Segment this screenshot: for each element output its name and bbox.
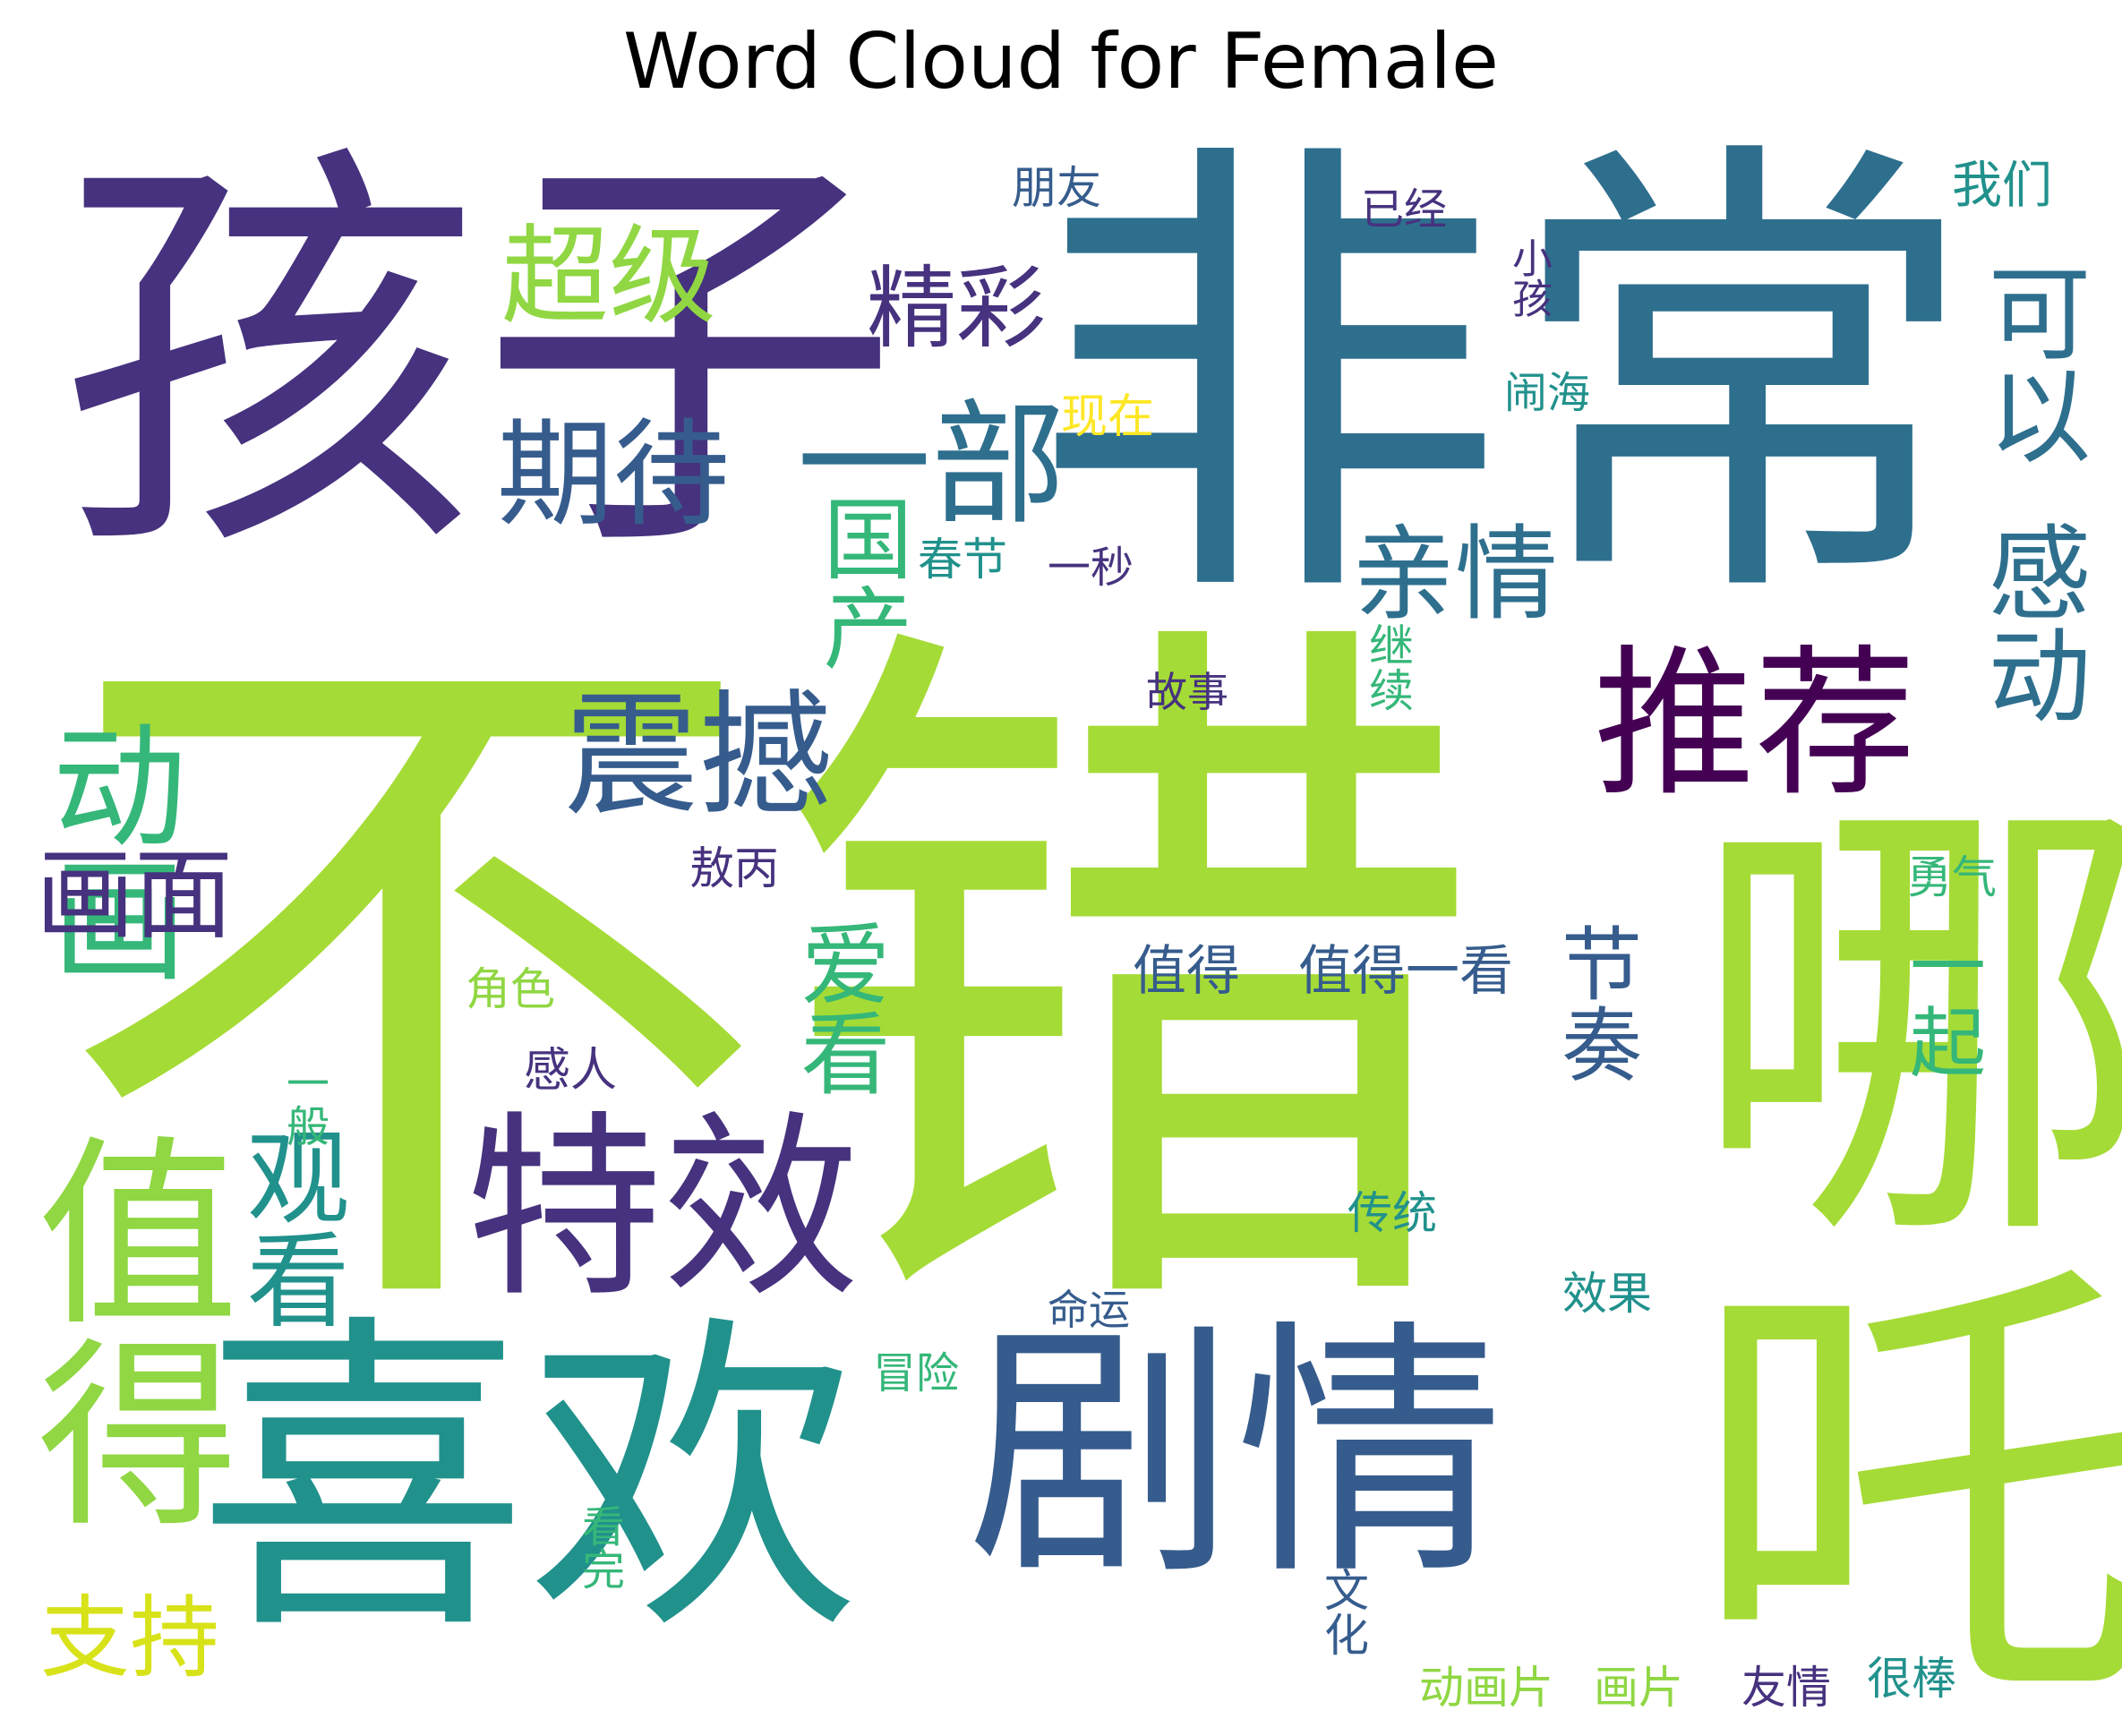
word-wen-hua: 文化 <box>1317 1567 1369 1656</box>
word-ao-bing: 敖丙 <box>689 842 779 894</box>
word-yi-bu: 一部 <box>797 388 1066 543</box>
word-chuan-tong: 传统 <box>1348 1187 1437 1239</box>
word-gan-dong: 感动 <box>1971 519 2091 725</box>
word-zhi-de-small: 值得 <box>1133 940 1240 1003</box>
word-yi-jing: 已经 <box>1361 184 1448 235</box>
word-zhi-de-yi-kan: 值得一看 <box>1298 940 1513 1003</box>
word-yi-miao: 一秒 <box>1048 543 1134 593</box>
word-jue-se: 角色 <box>466 963 555 1015</box>
word-gu-shi: 故事 <box>1146 668 1228 716</box>
word-qin-qing: 亲情 <box>1352 515 1559 635</box>
word-yi-qi: 一起 <box>1896 927 1985 1079</box>
word-zhen-han: 震撼 <box>564 679 834 834</box>
word-guo-chan: 国产 <box>808 492 912 671</box>
word-yi-ban: 一般 <box>278 1061 329 1147</box>
figure-title: Word Cloud for Female <box>623 17 1499 107</box>
word-peng-you: 朋友 <box>1012 162 1101 214</box>
word-jing-cai: 精彩 <box>867 256 1046 361</box>
word-dong-hua: 动画 <box>30 716 185 985</box>
word-gan-ren: 感人 <box>524 1044 618 1098</box>
word-dong-hua-pian: 动画片 <box>1419 1662 1553 1714</box>
word-jie-zou: 节奏 <box>1547 922 1641 1083</box>
word-mao-xian: 冒险 <box>873 1348 960 1398</box>
word-hai-zi: 孩子 <box>58 113 900 603</box>
word-xiao-guo: 效果 <box>1562 1268 1652 1320</box>
word-xian-zai: 现在 <box>1061 390 1155 444</box>
word-zhi-chi: 支持 <box>40 1586 219 1690</box>
word-chun-jie: 春节 <box>918 534 1007 586</box>
word-ne-zha: 哪吒 <box>1609 779 2122 1710</box>
word-nao-hai: 闹海 <box>1504 368 1591 418</box>
word-bu-cuo: 不错 <box>54 568 1486 1402</box>
word-hua-pian: 画片 <box>1594 1662 1683 1714</box>
word-qi-dai: 期待 <box>497 406 731 543</box>
word-you-qing: 友情 <box>1741 1662 1831 1714</box>
word-xi-huan: 喜欢 <box>197 1289 860 1674</box>
word-fei-chang: 非常 <box>1030 104 1979 656</box>
word-wo-men: 我们 <box>1952 157 2052 215</box>
word-ji-xu: 继续 <box>1362 622 1414 712</box>
word-chao-ji: 超级 <box>501 215 716 339</box>
word-hua-mian: 画面 <box>36 838 233 953</box>
word-yong-qi: 勇气 <box>1907 851 1997 903</box>
word-kan-wan: 看完 <box>574 1504 624 1590</box>
word-zhi-de-large: 值得 <box>2 1128 236 1531</box>
word-ming-yun: 命运 <box>1048 1286 1130 1334</box>
word-ju-qing: 剧情 <box>967 1298 1504 1611</box>
word-te-xiao: 特效 <box>466 1094 860 1323</box>
word-ke-yi: 可以 <box>1971 260 2091 466</box>
word-tui-jian: 推荐 <box>1594 631 1917 818</box>
word-ai-kan: 爱看 <box>785 918 890 1097</box>
word-hen-bang: 很棒 <box>1867 1653 1956 1705</box>
word-guan-kan: 观看 <box>229 1124 349 1330</box>
word-xiao-hai: 小孩 <box>1505 237 1553 318</box>
